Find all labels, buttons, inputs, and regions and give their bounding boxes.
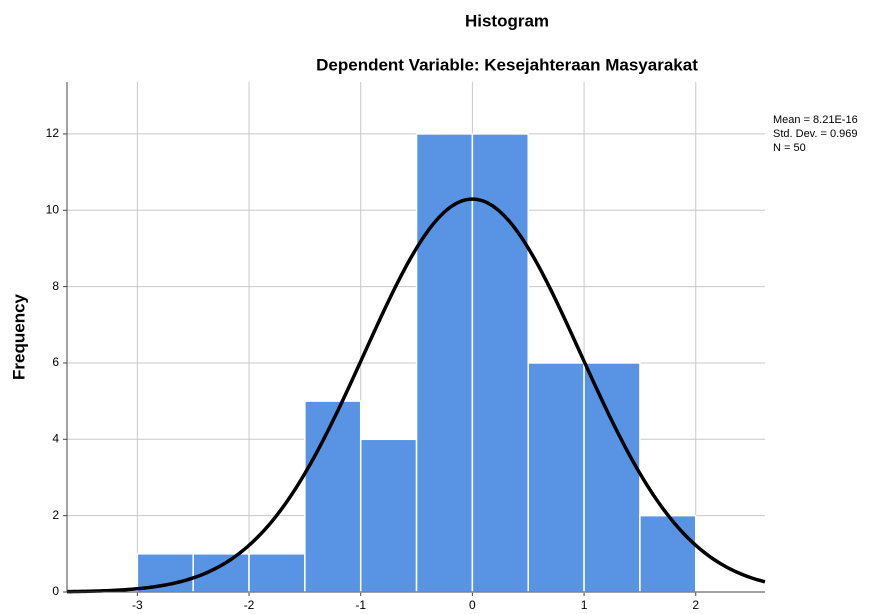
stats-label: Mean = 8.21E-16: [773, 114, 858, 126]
normal-curve: [66, 197, 766, 594]
y-tick-label: 6: [52, 355, 59, 369]
chart-subtitle: Dependent Variable: Kesejahteraan Masyar…: [316, 55, 698, 74]
y-tick-label: 0: [52, 584, 59, 598]
x-tick-label: -1: [355, 598, 366, 612]
y-tick-label: 10: [46, 202, 60, 216]
x-tick-label: 0: [469, 598, 476, 612]
x-tick-label: -3: [132, 598, 143, 612]
bar: [192, 553, 250, 593]
bar: [359, 438, 418, 593]
x-tick-label: 2: [692, 598, 699, 612]
stats-label: Std. Dev. = 0.969: [773, 128, 858, 140]
y-tick-label: 4: [52, 431, 59, 445]
bar: [248, 553, 306, 593]
y-tick-label: 2: [52, 508, 59, 522]
y-tick-label: 12: [46, 126, 60, 140]
y-axis-label: Frequency: [9, 293, 28, 380]
y-tick-label: 8: [52, 279, 59, 293]
bar: [639, 514, 697, 593]
bar: [583, 362, 641, 593]
stats-label: N = 50: [773, 142, 806, 154]
x-tick-label: 1: [581, 598, 588, 612]
chart-title: Histogram: [465, 11, 549, 30]
bar: [415, 133, 474, 593]
x-tick-label: -2: [244, 598, 255, 612]
bar: [471, 133, 529, 593]
bar: [304, 400, 362, 593]
bar: [527, 362, 585, 593]
